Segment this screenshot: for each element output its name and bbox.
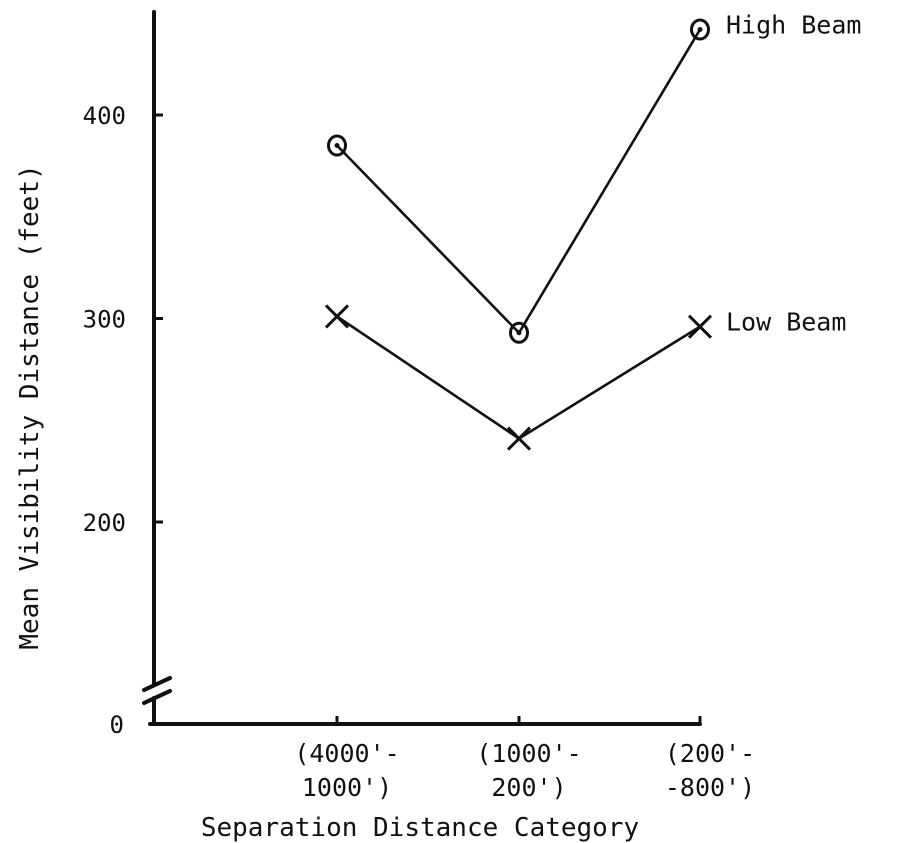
x-axis-title: Separation Distance Category (201, 813, 639, 843)
high-beam-point-center (516, 330, 522, 336)
low-beam-point (687, 314, 713, 339)
x-tick-label-line: -800') (665, 773, 755, 802)
series-layer: High Beam Low Beam (324, 11, 861, 451)
y-tick-label: 300 (83, 306, 126, 334)
x-tick-label-line: 200') (491, 773, 566, 802)
high-beam-point-center (334, 143, 340, 149)
x-ticks: (4000'- 1000') (1000'- 200') (200'- -800') (294, 716, 755, 802)
high-beam-point-ring (327, 134, 347, 157)
low-beam-point (506, 426, 532, 451)
x-tick-label-line: (1000'- (476, 739, 581, 768)
x-tick-label: (4000'- 1000') (294, 739, 399, 802)
y-tick-label: 400 (83, 102, 126, 130)
high-beam-point (327, 134, 347, 157)
y-axis-title: Mean Visibility Distance (feet) (15, 164, 45, 649)
high-beam-label: High Beam (726, 11, 861, 40)
axes (142, 10, 702, 726)
high-beam-point-ring (690, 18, 710, 41)
low-beam-point (324, 304, 350, 329)
high-beam-line (336, 28, 702, 335)
x-tick-label-line: 1000') (302, 773, 392, 802)
high-beam-point-ring (509, 321, 529, 344)
low-beam-label: Low Beam (726, 308, 846, 337)
y-tick-label: 0 (110, 711, 124, 739)
axis-break-mark (142, 676, 172, 705)
x-tick-label: (200'- -800') (665, 739, 755, 802)
high-beam-point (509, 321, 529, 344)
y-tick-label: 200 (83, 509, 126, 537)
x-tick-label-line: (200'- (665, 739, 755, 768)
x-tick-label-line: (4000'- (294, 739, 399, 768)
y-ticks: 0 200 300 400 (83, 102, 163, 739)
high-beam-point (690, 18, 710, 41)
x-tick-label: (1000'- 200') (476, 739, 581, 802)
high-beam-point-center (697, 27, 703, 33)
